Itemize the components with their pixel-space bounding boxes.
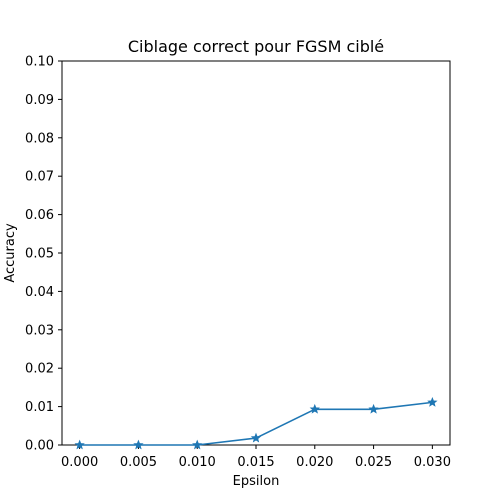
plot-area: 0.00 0.01 0.02 0.03 0.04 0.05 0.06 0.07 0.08 0.09… [25,55,451,471]
y-tick-label: 0.05 [25,247,54,262]
y-tick-label: 0.07 [25,170,54,185]
x-tick-label: 0.030 [414,455,451,470]
data-point [74,439,85,450]
y-tick-label: 0.06 [25,208,54,223]
y-tick-label: 0.04 [25,285,54,300]
data-point [250,432,262,443]
data-point [192,439,203,450]
y-tick-label: 0.00 [25,439,54,454]
data-point [427,396,438,407]
x-tick-label: 0.005 [120,455,157,470]
data-point [368,403,379,414]
y-tick-label: 0.03 [25,323,54,338]
chart-title: Ciblage correct pour FGSM ciblé [128,37,384,56]
y-tick-label: 0.01 [25,400,54,415]
x-tick-label: 0.025 [355,455,392,470]
x-tick-label: 0.010 [179,455,216,470]
y-axis-label: Accuracy [3,223,18,283]
y-tick-label: 0.09 [25,93,54,108]
x-tick-label: 0.020 [296,455,333,470]
x-tick-label: 0.000 [61,455,98,470]
data-point [133,439,144,450]
y-tick-label: 0.10 [25,55,54,70]
x-axis-label: Epsilon [233,474,280,489]
data-point [309,403,320,414]
y-tick-label: 0.02 [25,362,54,377]
x-tick-label: 0.015 [237,455,274,470]
plot-frame [61,60,451,446]
y-tick-label: 0.08 [25,131,54,146]
